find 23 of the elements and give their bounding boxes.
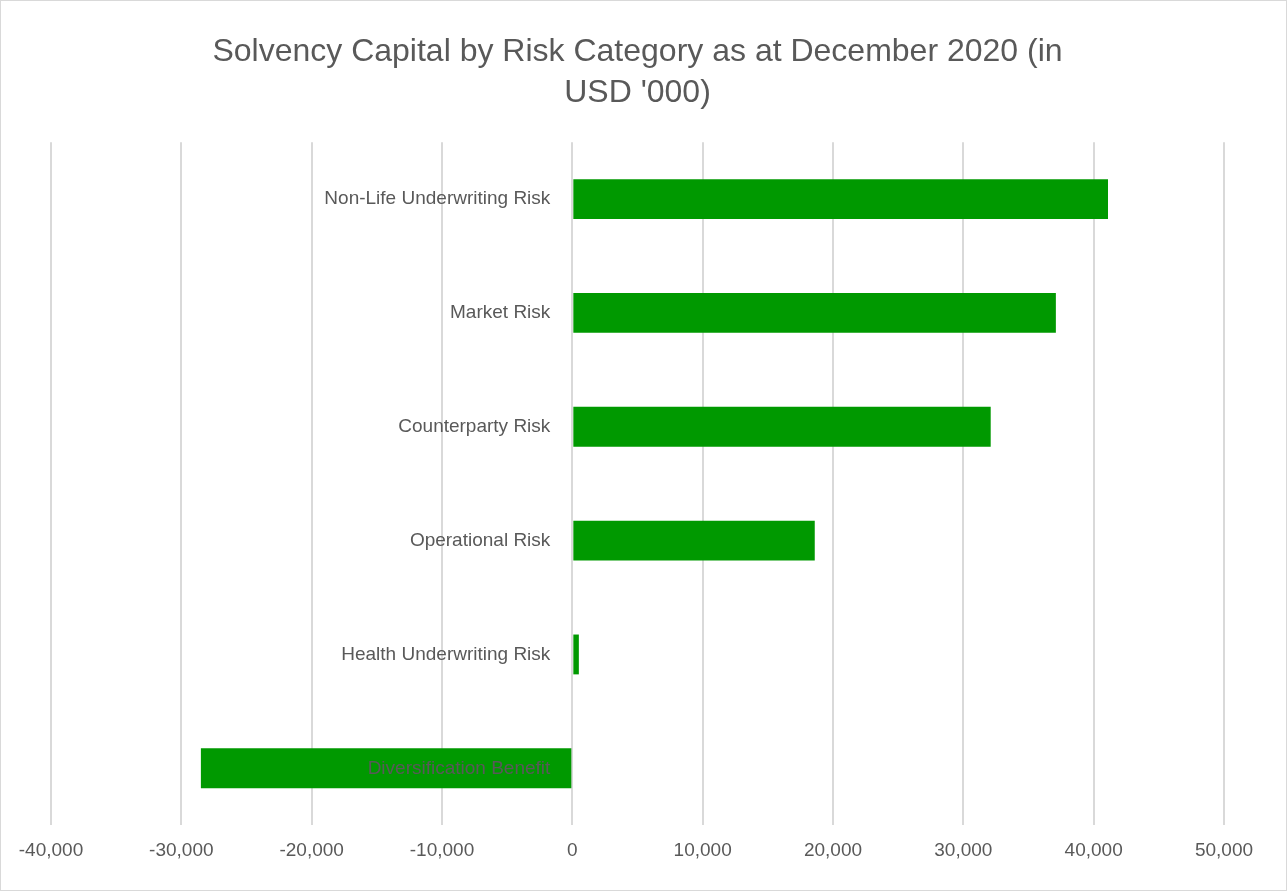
y-tick-label: Health Underwriting Risk bbox=[341, 642, 551, 664]
bar bbox=[573, 293, 1056, 333]
x-tick-label: -30,000 bbox=[149, 838, 214, 860]
x-tick-label: 10,000 bbox=[673, 838, 732, 860]
x-tick-label: -10,000 bbox=[409, 838, 475, 860]
chart-title: Solvency Capital by Risk Category as at December 2020 (in USD '000) bbox=[212, 31, 1063, 110]
bar bbox=[573, 179, 1108, 220]
y-tick-label: Market Risk bbox=[450, 301, 551, 323]
x-tick-label: 50,000 bbox=[1194, 838, 1254, 860]
x-tick-label: -40,000 bbox=[18, 838, 84, 860]
x-tick-label: 30,000 bbox=[934, 838, 993, 860]
bar bbox=[573, 634, 579, 675]
y-tick-label: Counterparty Risk bbox=[398, 415, 551, 437]
x-tick-label: -20,000 bbox=[279, 838, 344, 860]
bar bbox=[200, 748, 572, 789]
bar bbox=[573, 520, 815, 561]
x-tick-label: 40,000 bbox=[1064, 838, 1123, 860]
x-tick-label: 20,000 bbox=[803, 838, 863, 860]
y-tick-label: Operational Risk bbox=[409, 528, 551, 550]
x-tick-label: 0 bbox=[567, 838, 578, 860]
bar bbox=[573, 406, 991, 447]
y-tick-label: Diversification Benefit bbox=[367, 756, 552, 778]
y-tick-label: Non-Life Underwriting Risk bbox=[324, 187, 551, 209]
